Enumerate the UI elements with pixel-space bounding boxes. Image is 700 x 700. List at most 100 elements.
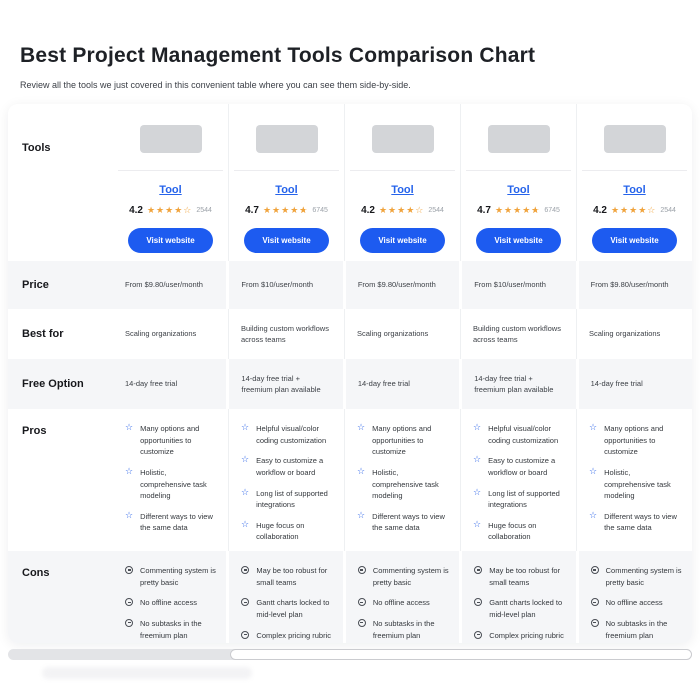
pros-cell-5: ☆ Many options and opportunities to custo… bbox=[576, 409, 692, 551]
free-option-cell-3: 14-day free trial bbox=[342, 359, 459, 409]
cons-cell-1: Commenting system is pretty basic No off… bbox=[113, 551, 226, 643]
page-title: Best Project Management Tools Comparison… bbox=[20, 44, 536, 67]
tool-rating: 4.2 ★★★★☆★ 2544 bbox=[593, 205, 676, 216]
divider bbox=[349, 170, 456, 171]
visit-website-button[interactable]: Visit website bbox=[128, 228, 213, 253]
divider bbox=[233, 170, 340, 171]
tool-logo-placeholder bbox=[603, 125, 666, 153]
full-stars-icon: ★★★★ bbox=[146, 205, 184, 215]
minus-circle-icon bbox=[125, 566, 133, 574]
visit-website-button[interactable]: Visit website bbox=[360, 228, 445, 253]
last-star-icon: ☆★ bbox=[647, 205, 657, 215]
minus-circle-icon bbox=[590, 598, 599, 607]
con-item: Commenting system is pretty basic bbox=[590, 565, 682, 588]
best-for-cell-4: Building custom workflows across teams bbox=[460, 309, 576, 359]
star-icon: ☆ bbox=[473, 422, 482, 432]
cons-cell-2: May be too robust for small teams Gantt … bbox=[226, 551, 342, 643]
star-icon: ☆ bbox=[589, 509, 598, 520]
scrollbar-thumb[interactable] bbox=[230, 649, 692, 660]
divider bbox=[581, 170, 688, 171]
pro-item: ☆ Holistic, comprehensive task modeling bbox=[589, 465, 671, 501]
pros-cell-2: ☆ Helpful visual/color coding customizati… bbox=[228, 409, 344, 551]
best-for-cell-3: Scaling organizations bbox=[344, 309, 460, 359]
tool-name-link[interactable]: Tool bbox=[391, 184, 414, 196]
tool-name-link[interactable]: Tool bbox=[275, 184, 298, 196]
visit-website-button[interactable]: Visit website bbox=[476, 228, 561, 253]
visit-website-button[interactable]: Visit website bbox=[592, 228, 677, 253]
star-icon: ☆ bbox=[125, 465, 134, 476]
free-option-cell-5: 14-day free trial bbox=[575, 359, 692, 409]
pro-item: ☆ Easy to customize a workflow or board bbox=[473, 454, 556, 477]
star-rating-icons: ★★★★☆★ bbox=[147, 206, 192, 215]
review-count: 6745 bbox=[544, 207, 560, 214]
tool-rating: 4.2 ★★★★☆★ 2544 bbox=[361, 205, 444, 216]
minus-circle-icon bbox=[474, 566, 483, 574]
rating-value: 4.2 bbox=[593, 205, 607, 216]
tool-card-1: Tool 4.2 ★★★★☆★ 2544 Visit website bbox=[113, 104, 228, 261]
tool-name-link[interactable]: Tool bbox=[159, 184, 182, 196]
star-icon: ☆ bbox=[241, 518, 250, 529]
minus-circle-icon bbox=[474, 630, 483, 639]
minus-circle-icon bbox=[474, 598, 483, 607]
tool-logo-placeholder bbox=[139, 125, 202, 153]
star-icon: ☆ bbox=[357, 465, 366, 476]
con-item: Gantt charts locked to mid-level plan bbox=[241, 597, 332, 620]
comparison-table: Tools Tool 4.2 ★★★★☆★ 2544 Visit website… bbox=[8, 104, 692, 643]
pro-item: ☆ Helpful visual/color coding customizati… bbox=[473, 422, 559, 445]
pro-item: ☆ Long list of supported integrations bbox=[241, 486, 328, 510]
rating-value: 4.7 bbox=[477, 205, 491, 216]
price-cell-5: From $9.80/user/month bbox=[575, 261, 692, 309]
row-price: Price From $9.80/user/month From $10/use… bbox=[8, 261, 692, 309]
price-cell-1: From $9.80/user/month bbox=[125, 280, 203, 290]
tool-logo-placeholder bbox=[371, 125, 434, 153]
con-item: May be too robust for small teams bbox=[241, 565, 332, 588]
star-icon: ☆ bbox=[473, 518, 482, 529]
con-item: Gantt charts locked to mid-level plan bbox=[474, 597, 565, 620]
con-item: No subtasks in the freemium plan bbox=[125, 618, 216, 641]
pros-cell-1: ☆ Many options and opportunities to custo… bbox=[113, 409, 228, 551]
con-item: Complex pricing rubric bbox=[241, 630, 332, 642]
full-stars-icon: ★★★★ bbox=[494, 205, 532, 215]
con-item: Complex pricing rubric bbox=[474, 630, 565, 642]
free-option-cell-4: 14-day free trial + freemium plan availa… bbox=[459, 359, 575, 409]
last-star-icon: ☆★ bbox=[299, 205, 309, 215]
horizontal-scrollbar[interactable] bbox=[8, 649, 692, 660]
pro-item: ☆ Easy to customize a workflow or board bbox=[241, 454, 324, 477]
review-count: 2544 bbox=[428, 207, 444, 214]
pro-item: ☆ Different ways to view the same data bbox=[357, 509, 445, 533]
star-icon: ☆ bbox=[125, 509, 134, 520]
best-for-cell-1: Scaling organizations bbox=[125, 329, 197, 339]
tool-name-link[interactable]: Tool bbox=[623, 184, 646, 196]
last-star-icon: ☆★ bbox=[415, 205, 425, 215]
pro-item: ☆ Helpful visual/color coding customizati… bbox=[241, 422, 327, 445]
star-rating-icons: ★★★★☆★ bbox=[495, 206, 540, 215]
tool-rating: 4.7 ★★★★☆ ★ 6745 bbox=[245, 205, 328, 216]
pro-item: ☆ Huge focus on collaboration bbox=[241, 518, 305, 542]
tool-card-5: Tool 4.2 ★★★★☆★ 2544 Visit website bbox=[576, 104, 692, 261]
divider bbox=[117, 170, 224, 171]
cons-cell-3: Commenting system is pretty basic No off… bbox=[342, 551, 459, 643]
price-cell-4: From $10/user/month bbox=[459, 261, 575, 309]
star-icon: ☆ bbox=[241, 486, 250, 497]
row-best-for: Best for Scaling organizations Building … bbox=[8, 309, 692, 359]
rating-value: 4.7 bbox=[245, 205, 259, 216]
review-count: 6745 bbox=[312, 207, 328, 214]
row-label-pros: Pros bbox=[22, 425, 47, 437]
row-label-best-for: Best for bbox=[22, 328, 64, 340]
pros-cell-3: ☆ Many options and opportunities to custo… bbox=[344, 409, 460, 551]
row-label-price: Price bbox=[22, 279, 49, 291]
minus-circle-icon bbox=[357, 618, 366, 627]
divider bbox=[465, 170, 572, 171]
star-icon: ☆ bbox=[473, 454, 482, 465]
free-option-cell-2: 14-day free trial + freemium plan availa… bbox=[226, 359, 342, 409]
best-for-cell-5: Scaling organizations bbox=[576, 309, 692, 359]
pro-item: ☆ Many options and opportunities to custo… bbox=[589, 422, 664, 457]
price-cell-3: From $9.80/user/month bbox=[342, 261, 459, 309]
minus-circle-icon bbox=[241, 598, 250, 607]
row-label-tools: Tools bbox=[22, 142, 51, 154]
tool-logo-placeholder bbox=[255, 125, 318, 153]
tool-name-link[interactable]: Tool bbox=[507, 184, 530, 196]
visit-website-button[interactable]: Visit website bbox=[244, 228, 329, 253]
con-item: No offline access bbox=[590, 597, 682, 609]
